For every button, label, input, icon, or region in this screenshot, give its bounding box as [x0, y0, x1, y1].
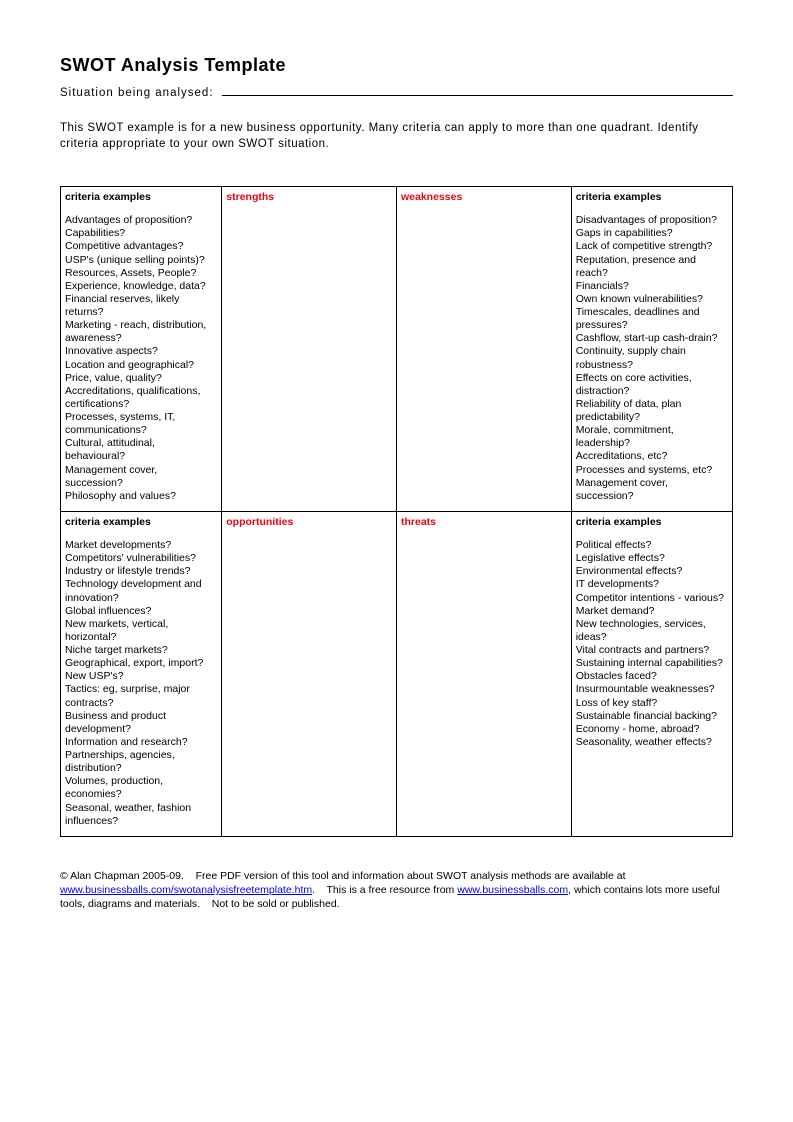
list-item: Information and research? [65, 736, 217, 749]
strengths-header: strengths [226, 191, 392, 204]
footer: © Alan Chapman 2005-09. Free PDF version… [60, 869, 733, 912]
list-item: Advantages of proposition? [65, 214, 217, 227]
list-item: Capabilities? [65, 227, 217, 240]
list-item: Gaps in capabilities? [576, 227, 728, 240]
list-item: Accreditations, qualifications, certific… [65, 385, 217, 411]
list-item: Experience, knowledge, data? [65, 280, 217, 293]
list-item: Insurmountable weaknesses? [576, 683, 728, 696]
criteria-header: criteria examples [576, 191, 728, 204]
list-item: Disadvantages of proposition? [576, 214, 728, 227]
list-item: IT developments? [576, 578, 728, 591]
list-item: Partnerships, agencies, distribution? [65, 749, 217, 775]
list-item: Own known vulnerabilities? [576, 293, 728, 306]
strengths-examples-list: Advantages of proposition?Capabilities?C… [65, 214, 217, 503]
situation-input-line[interactable] [222, 84, 733, 96]
situation-label: Situation being analysed: [60, 87, 214, 99]
footer-copyright: © Alan Chapman 2005-09. [60, 870, 184, 882]
list-item: Niche target markets? [65, 644, 217, 657]
list-item: New markets, vertical, horizontal? [65, 618, 217, 644]
list-item: Seasonal, weather, fashion influences? [65, 802, 217, 828]
list-item: Legislative effects? [576, 552, 728, 565]
list-item: Accreditations, etc? [576, 450, 728, 463]
list-item: Political effects? [576, 539, 728, 552]
threats-header: threats [401, 516, 567, 529]
list-item: Market developments? [65, 539, 217, 552]
list-item: Business and product development? [65, 710, 217, 736]
list-item: Seasonality, weather effects? [576, 736, 728, 749]
weaknesses-cell[interactable]: weaknesses [396, 187, 571, 512]
list-item: Obstacles faced? [576, 670, 728, 683]
swot-table: criteria examples Advantages of proposit… [60, 186, 733, 837]
weaknesses-examples-list: Disadvantages of proposition?Gaps in cap… [576, 214, 728, 503]
intro-text: This SWOT example is for a new business … [60, 121, 733, 152]
list-item: Management cover, succession? [576, 477, 728, 503]
list-item: Effects on core activities, distraction? [576, 372, 728, 398]
list-item: Lack of competitive strength? [576, 240, 728, 253]
list-item: Location and geographical? [65, 359, 217, 372]
list-item: New USP's? [65, 670, 217, 683]
criteria-header: criteria examples [65, 516, 217, 529]
list-item: Processes, systems, IT, communications? [65, 411, 217, 437]
list-item: Reputation, presence and reach? [576, 254, 728, 280]
criteria-header: criteria examples [576, 516, 728, 529]
situation-row: Situation being analysed: [60, 84, 733, 99]
list-item: Volumes, production, economies? [65, 775, 217, 801]
page-title: SWOT Analysis Template [60, 55, 733, 76]
strengths-cell[interactable]: strengths [222, 187, 397, 512]
list-item: Continuity, supply chain robustness? [576, 345, 728, 371]
list-item: Loss of key staff? [576, 697, 728, 710]
list-item: Philosophy and values? [65, 490, 217, 503]
list-item: Industry or lifestyle trends? [65, 565, 217, 578]
weaknesses-header: weaknesses [401, 191, 567, 204]
list-item: Financial reserves, likely returns? [65, 293, 217, 319]
footer-text: Not to be sold or published. [212, 898, 340, 910]
threats-examples-list: Political effects?Legislative effects?En… [576, 539, 728, 749]
list-item: Market demand? [576, 605, 728, 618]
list-item: Price, value, quality? [65, 372, 217, 385]
footer-text: This is a free resource from [327, 884, 455, 896]
list-item: Technology development and innovation? [65, 578, 217, 604]
list-item: Resources, Assets, People? [65, 267, 217, 280]
list-item: Cultural, attitudinal, behavioural? [65, 437, 217, 463]
list-item: Morale, commitment, leadership? [576, 424, 728, 450]
list-item: Management cover, succession? [65, 464, 217, 490]
threats-criteria-cell: criteria examples Political effects?Legi… [571, 511, 732, 836]
list-item: Vital contracts and partners? [576, 644, 728, 657]
strengths-criteria-cell: criteria examples Advantages of proposit… [61, 187, 222, 512]
criteria-header: criteria examples [65, 191, 217, 204]
list-item: Geographical, export, import? [65, 657, 217, 670]
list-item: USP's (unique selling points)? [65, 254, 217, 267]
footer-link-template[interactable]: www.businessballs.com/swotanalysisfreete… [60, 884, 312, 896]
list-item: Environmental effects? [576, 565, 728, 578]
opportunities-criteria-cell: criteria examples Market developments?Co… [61, 511, 222, 836]
list-item: Marketing - reach, distribution, awarene… [65, 319, 217, 345]
weaknesses-criteria-cell: criteria examples Disadvantages of propo… [571, 187, 732, 512]
list-item: Economy - home, abroad? [576, 723, 728, 736]
list-item: Reliability of data, plan predictability… [576, 398, 728, 424]
list-item: Competitors' vulnerabilities? [65, 552, 217, 565]
list-item: Cashflow, start-up cash-drain? [576, 332, 728, 345]
footer-link-home[interactable]: www.businessballs.com [457, 884, 568, 896]
list-item: Sustaining internal capabilities? [576, 657, 728, 670]
opportunities-examples-list: Market developments?Competitors' vulnera… [65, 539, 217, 828]
list-item: New technologies, services, ideas? [576, 618, 728, 644]
list-item: Financials? [576, 280, 728, 293]
list-item: Timescales, deadlines and pressures? [576, 306, 728, 332]
table-row-bottom: criteria examples Market developments?Co… [61, 511, 733, 836]
list-item: Tactics: eg, surprise, major contracts? [65, 683, 217, 709]
opportunities-cell[interactable]: opportunities [222, 511, 397, 836]
list-item: Processes and systems, etc? [576, 464, 728, 477]
list-item: Innovative aspects? [65, 345, 217, 358]
list-item: Competitor intentions - various? [576, 592, 728, 605]
table-row-top: criteria examples Advantages of proposit… [61, 187, 733, 512]
opportunities-header: opportunities [226, 516, 392, 529]
threats-cell[interactable]: threats [396, 511, 571, 836]
footer-text: Free PDF version of this tool and inform… [196, 870, 626, 882]
list-item: Sustainable financial backing? [576, 710, 728, 723]
list-item: Competitive advantages? [65, 240, 217, 253]
list-item: Global influences? [65, 605, 217, 618]
